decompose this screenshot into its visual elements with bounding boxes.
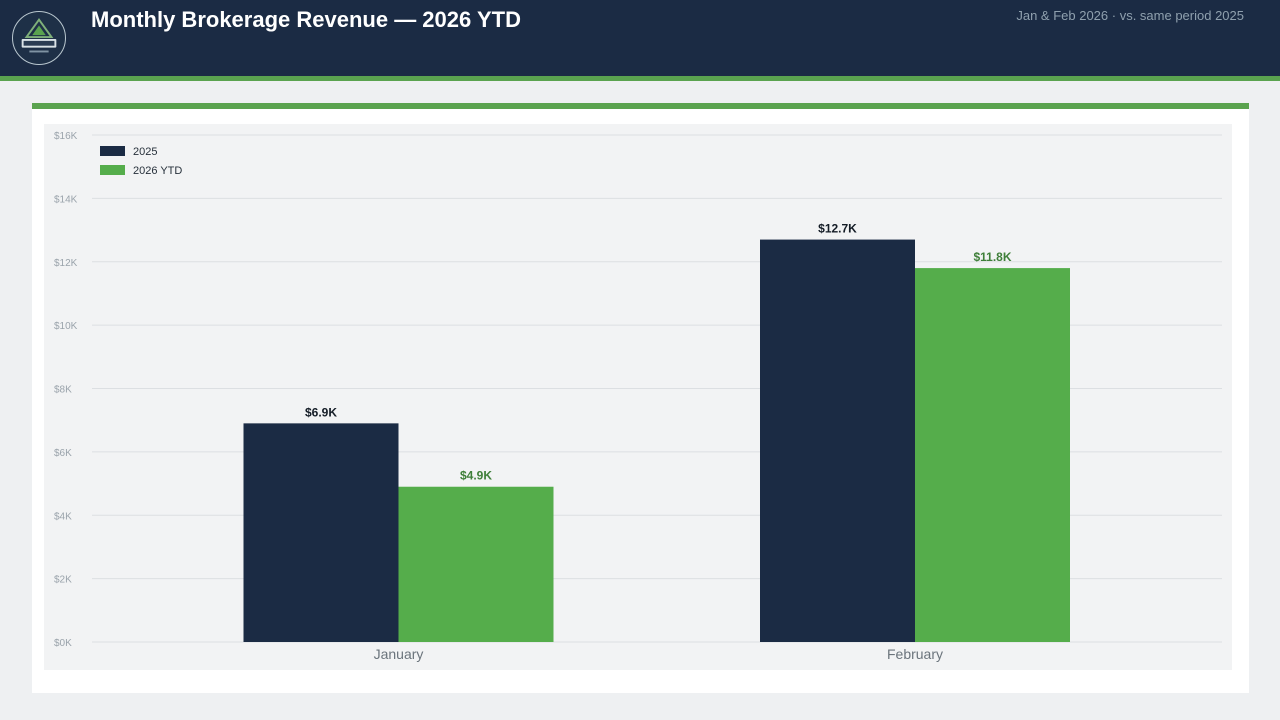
y-tick-label: $6K: [54, 448, 72, 459]
y-tick-label: $10K: [54, 321, 78, 332]
y-tick-label: $2K: [54, 575, 72, 586]
header-accent-stripe: [0, 76, 1280, 81]
y-tick-label: $0K: [54, 638, 72, 649]
legend-swatch: [100, 146, 125, 156]
panel-accent-bar: [32, 103, 1249, 109]
header-bar: Monthly Brokerage Revenue — 2026 YTD Jan…: [0, 0, 1280, 76]
x-tick-label: January: [374, 646, 424, 662]
page-title: Monthly Brokerage Revenue — 2026 YTD: [91, 7, 521, 32]
y-tick-label: $12K: [54, 258, 78, 269]
y-tick-label: $14K: [54, 194, 78, 205]
legend-label: 2026 YTD: [133, 165, 182, 177]
y-tick-label: $16K: [54, 131, 78, 142]
legend-swatch: [100, 165, 125, 175]
bar-2026-january: [398, 486, 554, 642]
data-label: $12.7K: [818, 222, 857, 236]
x-tick-label: February: [887, 646, 943, 662]
data-label: $11.8K: [973, 250, 1011, 264]
bar-2025-february: [760, 239, 915, 642]
data-label: $6.9K: [305, 405, 337, 419]
bar-2025-january: [243, 423, 399, 642]
data-label: $4.9K: [460, 469, 492, 483]
y-tick-label: $4K: [54, 511, 72, 522]
mountain-logo-icon: [12, 11, 66, 65]
y-tick-label: $8K: [54, 385, 72, 396]
bar-2026-february: [915, 268, 1070, 642]
page-subtitle: Jan & Feb 2026 · vs. same period 2025: [1016, 8, 1244, 23]
legend-label: 2025: [133, 146, 157, 158]
